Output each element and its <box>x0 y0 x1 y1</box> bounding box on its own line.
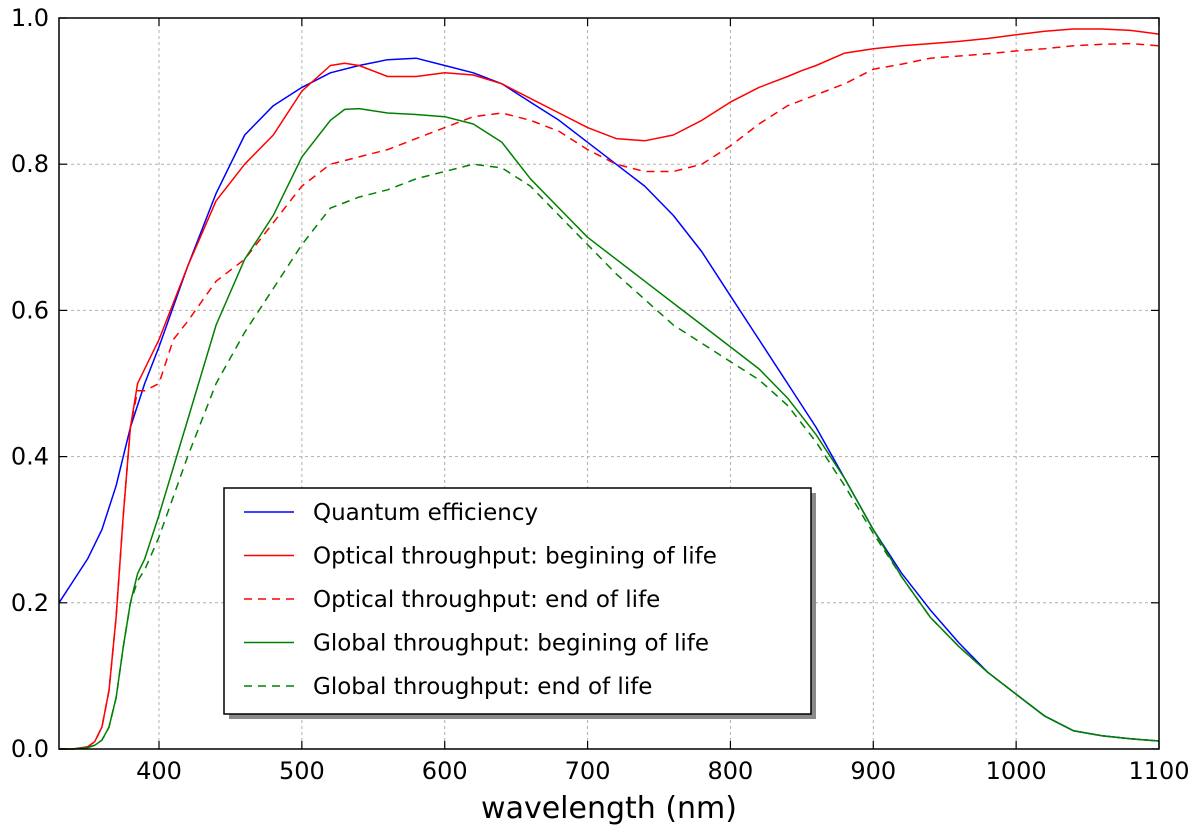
x-tick-label: 800 <box>708 757 754 785</box>
x-tick-label: 600 <box>422 757 468 785</box>
y-tick-label: 0.4 <box>11 443 49 471</box>
y-tick-label: 0.2 <box>11 589 49 617</box>
legend-label-3: Optical throughput: end of life <box>313 587 660 613</box>
x-tick-label: 1100 <box>1128 757 1189 785</box>
legend-label-1: Quantum efficiency <box>313 500 538 526</box>
series-line-1 <box>58 57 1160 742</box>
x-tick-label: 400 <box>136 757 182 785</box>
legend-label-2: Optical throughput: begining of life <box>313 544 717 570</box>
legend: Quantum efficiency Optical throughput: be… <box>223 487 816 719</box>
series-line-3 <box>59 42 1160 750</box>
plot-area <box>58 28 1160 750</box>
x-tick-label: 900 <box>850 757 896 785</box>
series-line-5 <box>59 163 1160 750</box>
legend-box <box>223 487 812 715</box>
legend-label-4: Global throughput: begining of life <box>313 631 709 657</box>
axes-frame <box>58 17 1160 750</box>
x-tick-label: 700 <box>565 757 611 785</box>
x-tick-label: 500 <box>279 757 325 785</box>
y-tick-label: 0.8 <box>11 150 49 178</box>
x-axis-title: wavelength (nm) <box>481 791 737 826</box>
legend-label-5: Global throughput: end of life <box>313 674 652 700</box>
axis-ticks: 400 500 600 700 800 900 1000 1100 0.0 0.2 0.4 0.6 0.… <box>11 4 1190 785</box>
y-tick-label: 1.0 <box>11 4 49 32</box>
y-tick-label: 0.6 <box>11 296 49 324</box>
y-tick-label: 0.0 <box>11 735 49 763</box>
x-tick-label: 1000 <box>986 757 1047 785</box>
